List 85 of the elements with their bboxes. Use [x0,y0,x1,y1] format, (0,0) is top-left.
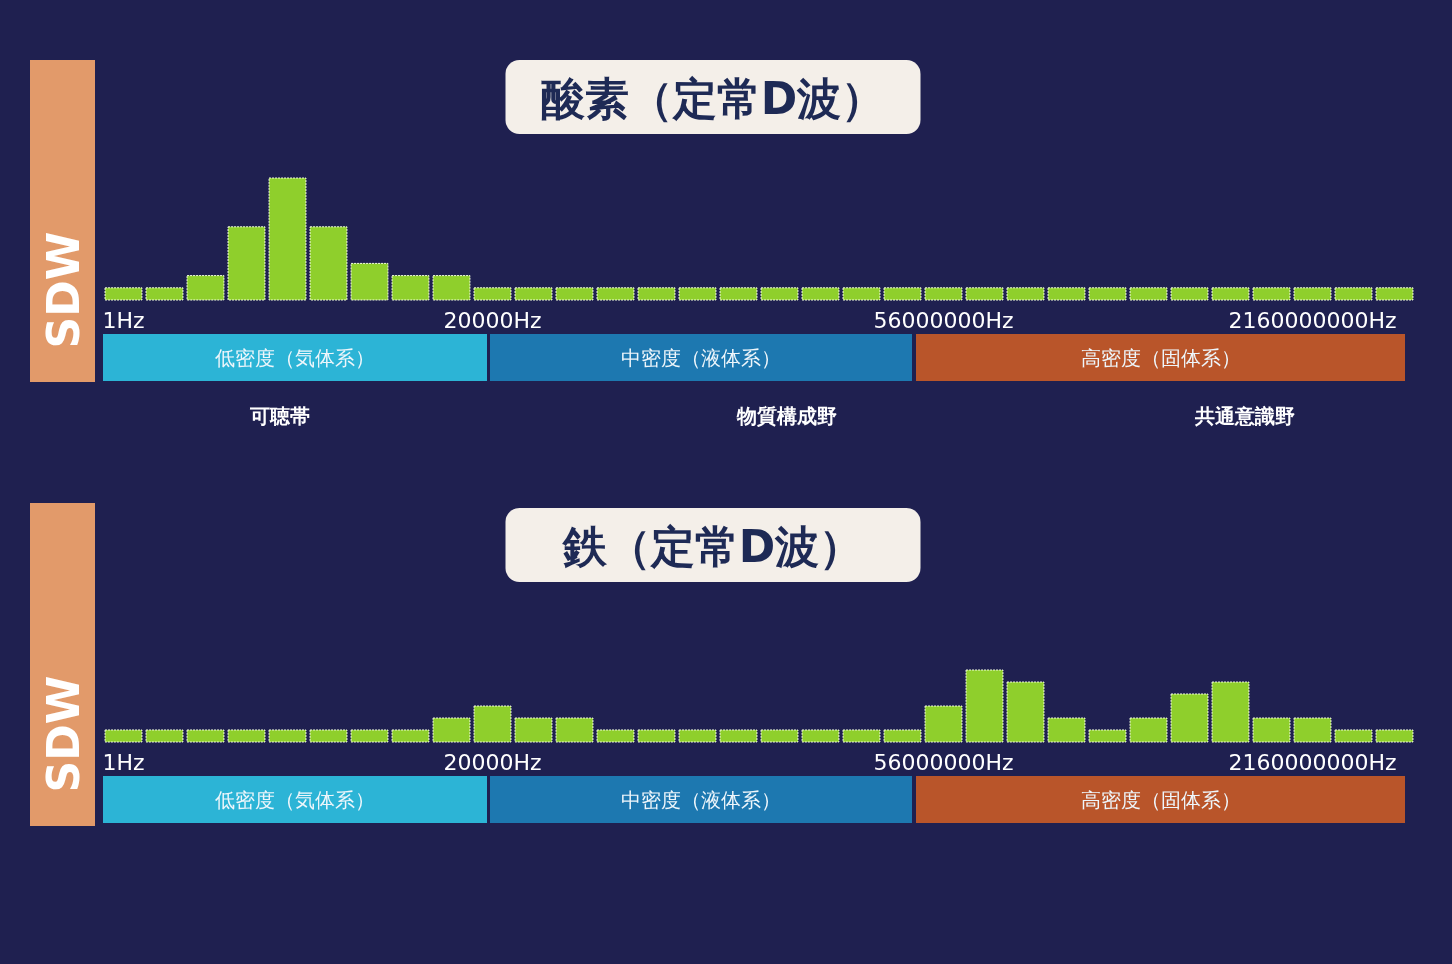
bar [924,705,963,743]
bar [1252,717,1291,743]
bar [1129,717,1168,743]
text: 低密度（気体系） [215,787,375,812]
x-tick-label: 1Hz [102,307,145,333]
bar [965,669,1004,743]
chart-title: 鉄（定常D波） [561,520,864,572]
text: 中密度（液体系） [621,345,781,370]
bar [1088,729,1127,743]
bar [719,287,758,301]
bar [1252,287,1291,301]
bar [350,262,389,301]
bar [145,287,184,301]
bar [309,729,348,743]
bar [1375,287,1414,301]
bar [391,275,430,301]
bar [473,705,512,743]
bar [1293,287,1332,301]
bar [883,729,922,743]
chart-title: 酸素（定常D波） [540,72,886,124]
text: 高密度（固体系） [1080,787,1241,812]
bar [1129,287,1168,301]
bar [678,287,717,301]
bar [514,287,553,301]
bar [350,729,389,743]
bar [719,729,758,743]
bar [1334,729,1373,743]
bar [637,729,676,743]
bar [801,287,840,301]
bar [1334,287,1373,301]
bar [391,729,430,743]
bar [268,177,307,301]
bar [1170,693,1209,743]
bar [1170,287,1209,301]
text: 共通意識野 [1194,404,1295,428]
bar [432,275,471,301]
bar [268,729,307,743]
text: 高密度（固体系） [1080,345,1241,370]
bar [924,287,963,301]
bar [965,287,1004,301]
bar [1375,729,1414,743]
bar [555,287,594,301]
bar [678,729,717,743]
bar [760,729,799,743]
bar [1211,681,1250,743]
bar [514,717,553,743]
x-tick-label: 56000000Hz [873,749,1014,775]
x-tick-label: 1Hz [102,749,145,775]
bar [883,287,922,301]
bar [145,729,184,743]
text: 中密度（液体系） [621,787,781,812]
bar [596,729,635,743]
bar [1088,287,1127,301]
bar [842,729,881,743]
bar [309,226,348,301]
text: 低密度（気体系） [215,345,375,370]
bar [842,287,881,301]
bar [1006,287,1045,301]
x-tick-label: 20000Hz [443,749,542,775]
bar [186,729,225,743]
bar [227,226,266,301]
bar [473,287,512,301]
text: 物質構成野 [736,404,837,428]
y-axis-title: SDW [37,231,89,349]
x-tick-label: 56000000Hz [873,307,1014,333]
bar [555,717,594,743]
text: 可聴帯 [249,404,310,428]
bar [1006,681,1045,743]
bar [760,287,799,301]
x-tick-label: 2160000000Hz [1228,749,1397,775]
bar [104,287,143,301]
bar [227,729,266,743]
bar [104,729,143,743]
x-tick-label: 20000Hz [443,307,542,333]
bar [637,287,676,301]
bar [801,729,840,743]
bar [432,717,471,743]
bar [1293,717,1332,743]
bar [186,275,225,301]
bar [1211,287,1250,301]
y-axis-title: SDW [37,675,89,793]
bar [1047,287,1086,301]
bar [1047,717,1086,743]
x-tick-label: 2160000000Hz [1228,307,1397,333]
bar [596,287,635,301]
